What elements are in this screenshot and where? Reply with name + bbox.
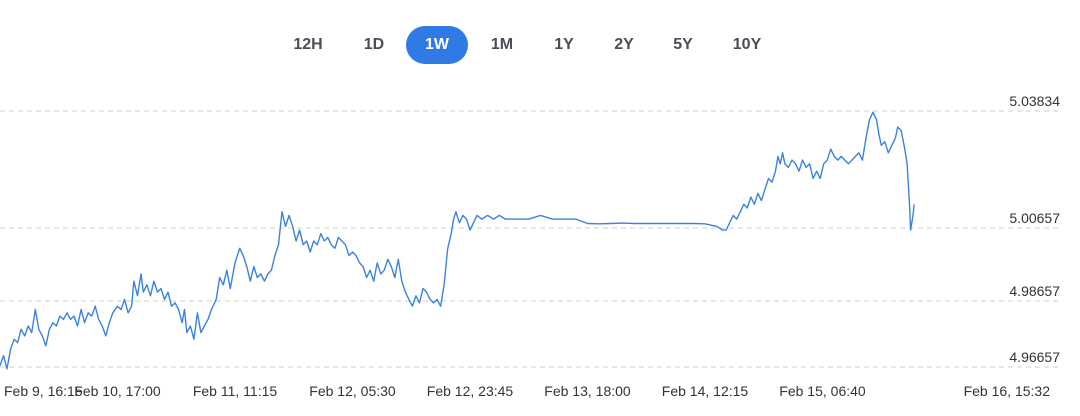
x-tick-label: Feb 15, 06:40 [779, 383, 866, 399]
y-tick-label: 5.03834 [1009, 93, 1060, 109]
tab-1y[interactable]: 1Y [554, 36, 574, 53]
tab-5y[interactable]: 5Y [673, 36, 693, 53]
x-tick-label: Feb 12, 05:30 [309, 383, 396, 399]
tab-2y[interactable]: 2Y [614, 36, 634, 53]
x-tick-label: Feb 9, 16:15 [4, 383, 83, 399]
y-tick-label: 4.98657 [1009, 283, 1060, 299]
tab-1w[interactable]: 1W [406, 26, 468, 64]
x-tick-label: Feb 16, 15:32 [964, 383, 1051, 399]
y-tick-label: 4.96657 [1009, 349, 1060, 365]
series-line [0, 111, 915, 370]
x-tick-label: Feb 14, 12:15 [662, 383, 749, 399]
tab-12h[interactable]: 12H [293, 36, 323, 53]
x-tick-label: Feb 12, 23:45 [427, 383, 514, 399]
x-tick-label: Feb 13, 18:00 [544, 383, 631, 399]
tab-1d[interactable]: 1D [363, 36, 385, 53]
range-selector: 12H 1D 1W 1M 1Y 2Y 5Y 10Y [0, 26, 1080, 64]
series-layer [0, 111, 915, 370]
grid-lines [0, 110, 1062, 368]
x-tick-label: Feb 10, 17:00 [74, 383, 161, 399]
y-axis-labels: 5.03834 5.00657 4.98657 4.96657 [1009, 93, 1060, 365]
tab-10y[interactable]: 10Y [732, 36, 762, 53]
tab-1m[interactable]: 1M [490, 36, 514, 53]
y-tick-label: 5.00657 [1009, 210, 1060, 226]
x-tick-label: Feb 11, 11:15 [193, 383, 278, 399]
